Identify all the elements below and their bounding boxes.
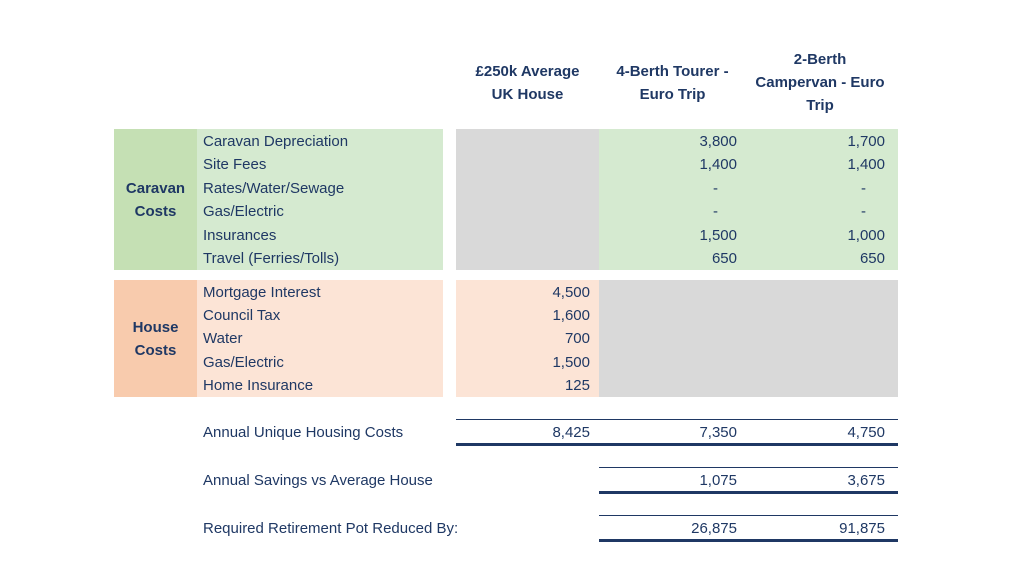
campervan-value: 1,000 <box>847 227 885 244</box>
caravan-row-label: Insurances <box>203 227 277 244</box>
house-value: 1,600 <box>552 307 590 324</box>
annual-costs-label: Annual Unique Housing Costs <box>203 424 404 441</box>
caravan-row-labels-bg <box>197 129 443 270</box>
campervan-value: 1,700 <box>847 133 885 150</box>
caravan-row-label: Caravan Depreciation <box>203 133 349 150</box>
house-value: 700 <box>564 330 590 347</box>
annual-savings-campervan: 3,675 <box>847 472 885 489</box>
caravan-row-label: Site Fees <box>203 156 267 173</box>
retirement-label: Required Retirement Pot Reduced By: <box>203 520 459 537</box>
retirement-bottom-rule <box>599 539 898 542</box>
tourer-value: 650 <box>711 250 737 267</box>
house-caravan-columns-grey <box>599 280 898 397</box>
annual-costs-campervan: 4,750 <box>847 424 885 441</box>
house-value: 4,500 <box>552 284 590 301</box>
annual-costs-top-rule <box>456 419 898 420</box>
annual-savings-tourer: 1,075 <box>699 472 737 489</box>
annual-savings-bottom-rule <box>599 491 898 494</box>
house-row-labels-bg <box>197 280 443 397</box>
campervan-value: 650 <box>859 250 885 267</box>
house-costs-label: House Costs <box>132 318 179 359</box>
house-row-label: Home Insurance <box>203 377 314 394</box>
tourer-value: - <box>713 203 718 220</box>
caravan-row-label: Travel (Ferries/Tolls) <box>203 250 340 267</box>
house-row-label: Council Tax <box>203 307 281 324</box>
retirement-campervan: 91,875 <box>839 520 885 537</box>
retirement-top-rule <box>599 515 898 516</box>
annual-costs-house: 8,425 <box>552 424 590 441</box>
house-row-label: Mortgage Interest <box>203 284 321 301</box>
caravan-house-column-grey <box>456 129 599 270</box>
tourer-value: 3,800 <box>699 133 737 150</box>
house-row-label: Gas/Electric <box>203 354 284 371</box>
house-row-label: Water <box>203 330 243 347</box>
tourer-value: 1,500 <box>699 227 737 244</box>
house-value: 125 <box>564 377 590 394</box>
header-4-berth-tourer: 4-Berth Tourer - Euro Trip <box>616 63 729 103</box>
caravan-section-label-bg <box>114 129 197 270</box>
tourer-value: 1,400 <box>699 156 737 173</box>
house-values-bg <box>456 280 599 397</box>
house-section-label-bg <box>114 280 197 397</box>
caravan-row-label: Rates/Water/Sewage <box>203 180 345 197</box>
header-average-house: £250k Average UK House <box>475 63 580 103</box>
annual-savings-label: Annual Savings vs Average House <box>203 472 433 489</box>
house-value: 1,500 <box>552 354 590 371</box>
tourer-value: - <box>713 180 718 197</box>
annual-costs-tourer: 7,350 <box>699 424 737 441</box>
campervan-value: - <box>861 203 866 220</box>
campervan-value: 1,400 <box>847 156 885 173</box>
header-2-berth-campervan: 2-Berth Campervan - Euro Trip <box>755 51 885 114</box>
caravan-values-bg <box>599 129 898 270</box>
annual-savings-top-rule <box>599 467 898 468</box>
caravan-costs-label: Caravan Costs <box>125 179 186 220</box>
retirement-tourer: 26,875 <box>691 520 737 537</box>
annual-costs-bottom-rule <box>456 443 898 446</box>
caravan-row-label: Gas/Electric <box>203 203 284 220</box>
campervan-value: - <box>861 180 866 197</box>
